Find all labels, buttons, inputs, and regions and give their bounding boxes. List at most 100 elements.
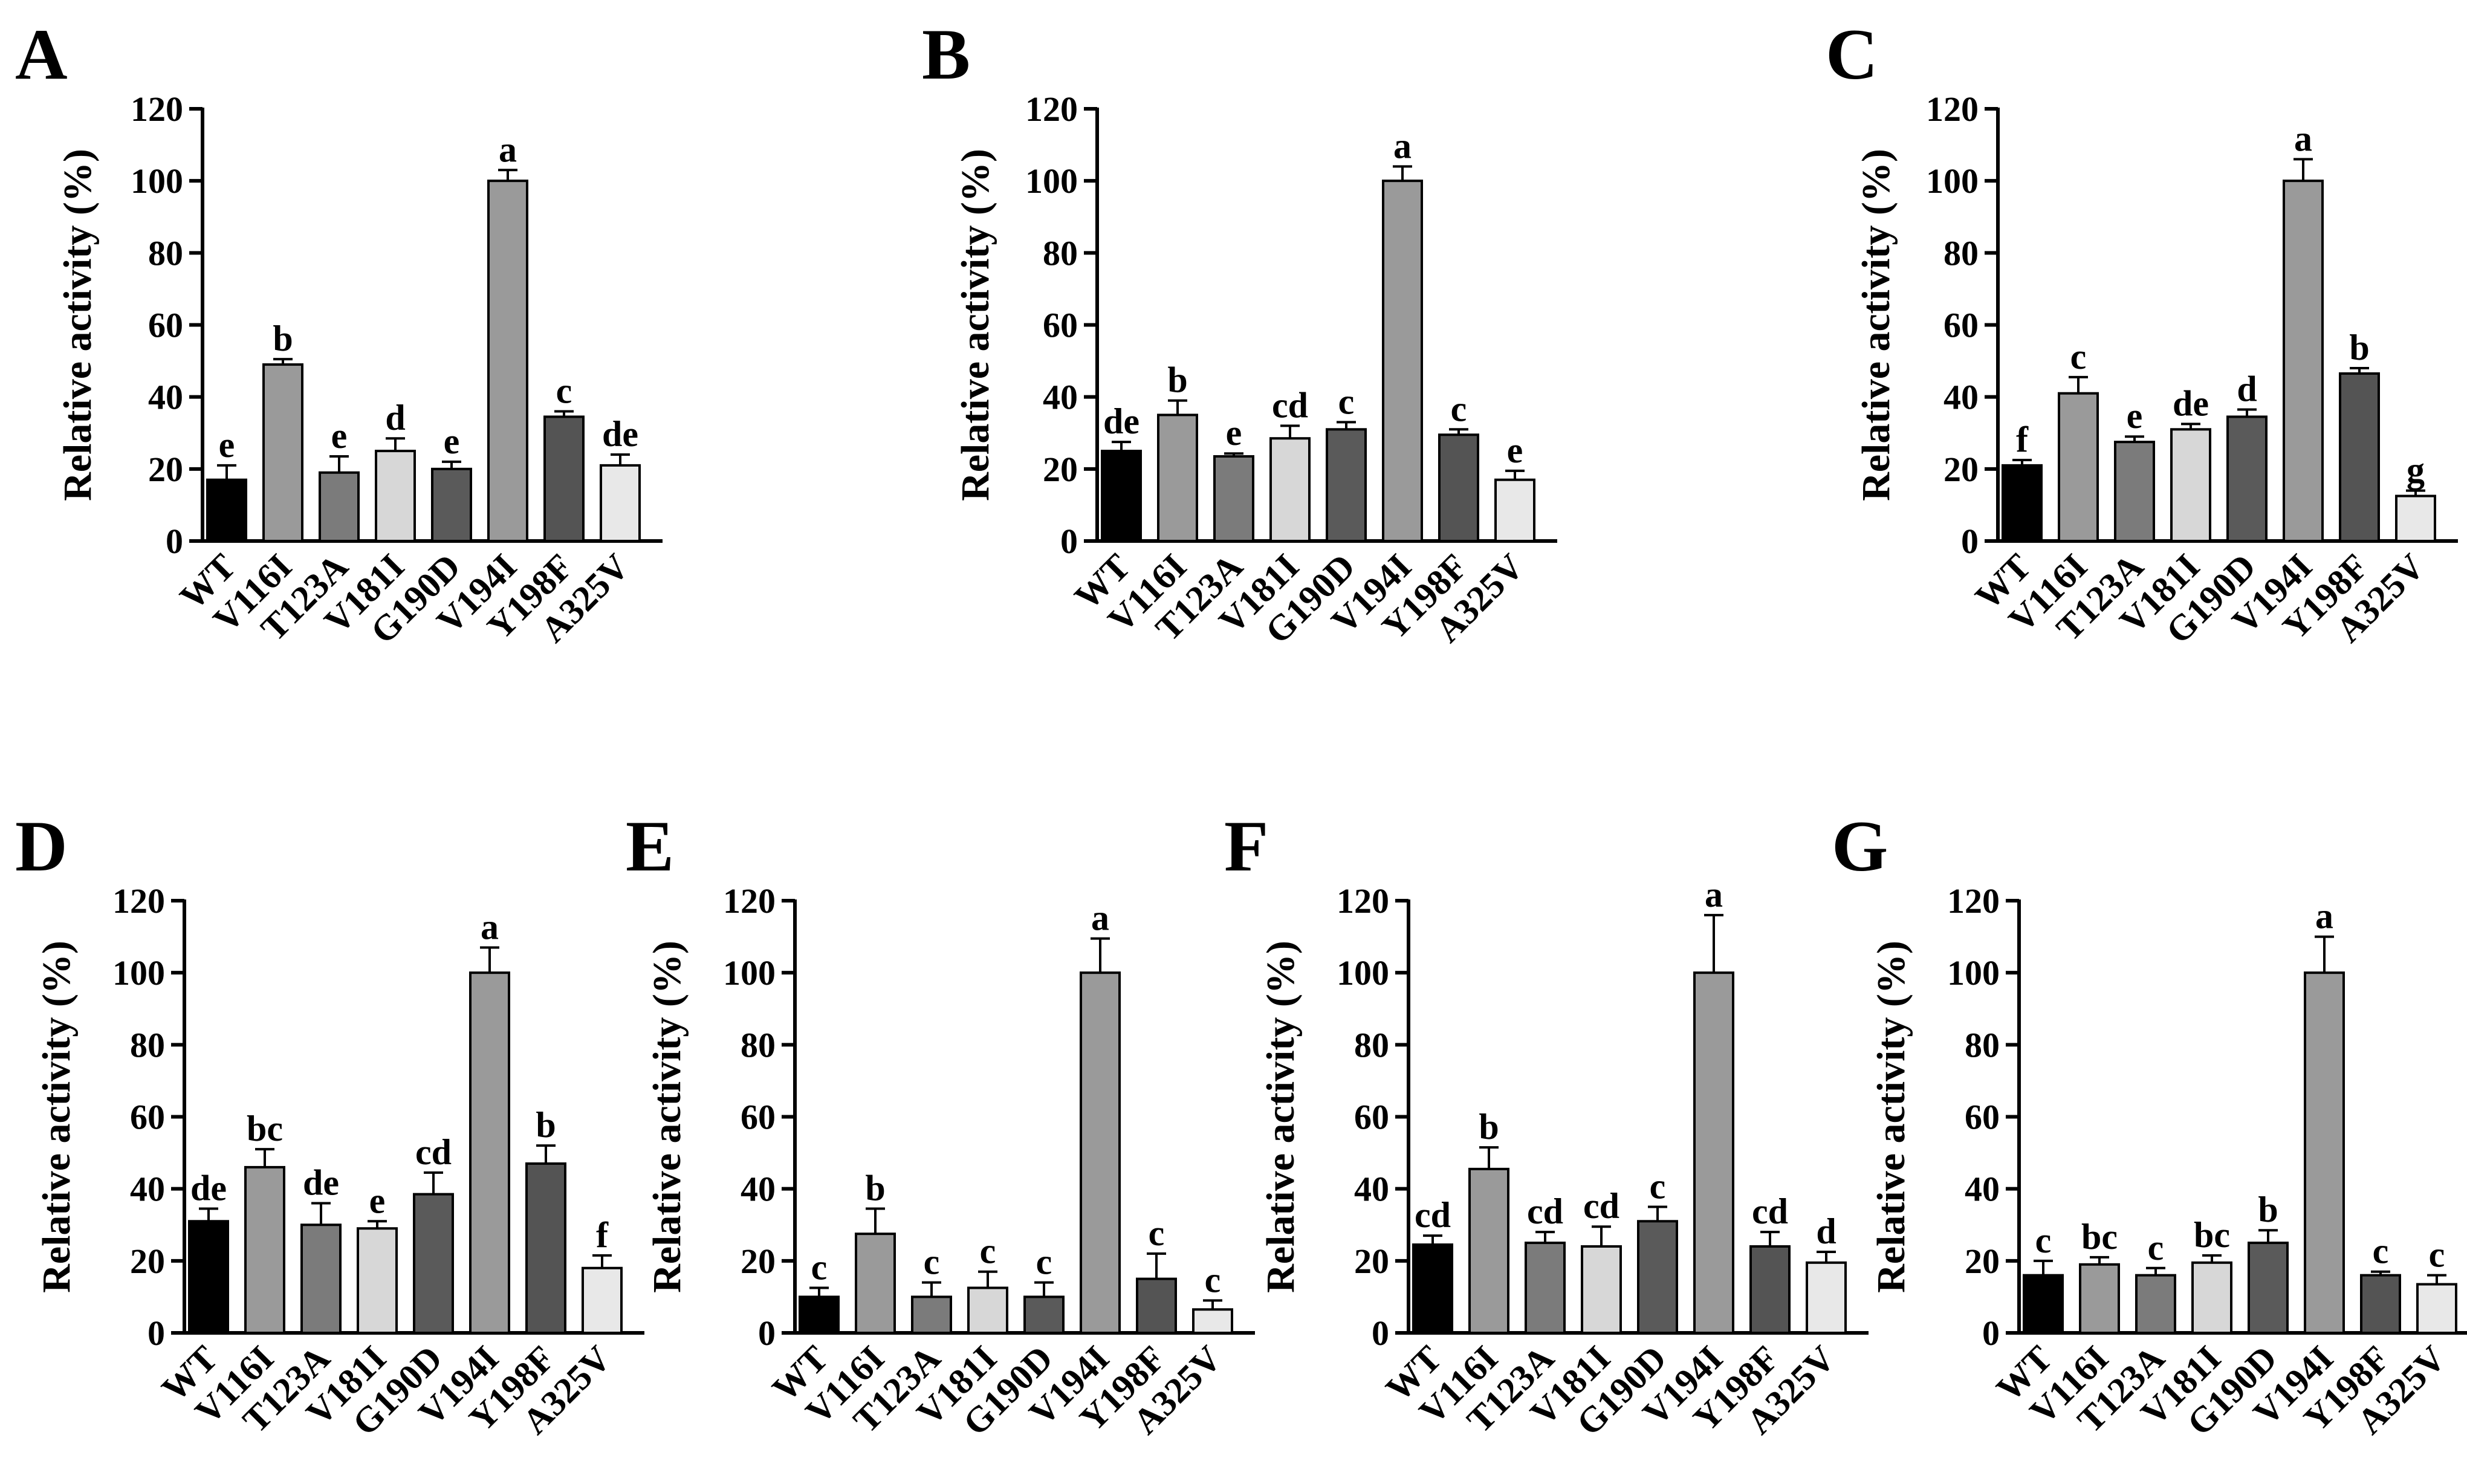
- bar-t123a: [319, 471, 360, 543]
- significance-label: f: [2016, 420, 2029, 459]
- bar-v116i: [2079, 1263, 2120, 1335]
- bar-wt: [799, 1295, 840, 1335]
- y-tick-label: 100: [1947, 953, 2000, 993]
- y-tick-label: 20: [741, 1242, 776, 1281]
- significance-label: c: [1149, 1213, 1165, 1253]
- bar-v181i: [2170, 428, 2211, 543]
- bar-y198f: [543, 415, 585, 542]
- significance-label: d: [2237, 369, 2257, 409]
- bar-v181i: [375, 450, 416, 543]
- y-tick-label: 80: [1043, 233, 1078, 273]
- significance-label: b: [1167, 360, 1187, 400]
- bar-g190d: [2248, 1242, 2289, 1335]
- significance-label: cd: [1272, 385, 1308, 425]
- significance-label: b: [1479, 1107, 1499, 1147]
- bar-t123a: [1213, 455, 1254, 543]
- bar-v116i: [855, 1233, 896, 1335]
- bar-t123a: [1525, 1242, 1566, 1335]
- y-tick-label: 40: [130, 1170, 165, 1209]
- significance-label: c: [2035, 1220, 2052, 1260]
- y-tick-label: 60: [1943, 306, 1979, 345]
- significance-label: g: [2407, 450, 2425, 490]
- significance-label: b: [2258, 1190, 2278, 1230]
- y-tick-label: 120: [1947, 881, 2000, 921]
- y-tick-label: 100: [112, 953, 165, 993]
- significance-label: c: [811, 1248, 828, 1288]
- bar-v116i: [1157, 413, 1198, 542]
- y-tick-label: 80: [1943, 233, 1979, 273]
- y-tick-label: 80: [1354, 1025, 1389, 1064]
- bar-t123a: [2114, 441, 2155, 542]
- y-tick-label: 60: [741, 1098, 776, 1137]
- bar-a325v: [582, 1266, 623, 1334]
- y-tick-label: 100: [1926, 161, 1979, 201]
- significance-label: e: [369, 1181, 386, 1220]
- significance-label: d: [1816, 1211, 1836, 1251]
- bar-y198f: [2360, 1274, 2401, 1335]
- bar-v194i: [487, 180, 528, 542]
- y-tick-label: 0: [166, 522, 183, 561]
- panel-letter: A: [15, 14, 68, 94]
- significance-label: e: [444, 421, 460, 461]
- bar-g190d: [1637, 1220, 1678, 1334]
- bar-wt: [1101, 450, 1142, 543]
- y-tick-label: 80: [741, 1025, 776, 1064]
- significance-label: c: [980, 1231, 996, 1271]
- significance-label: c: [1650, 1166, 1666, 1206]
- panel-letter: D: [15, 806, 68, 886]
- y-tick-label: 120: [112, 881, 165, 921]
- bar-g190d: [1023, 1295, 1065, 1335]
- significance-label: e: [1226, 413, 1242, 453]
- bar-g190d: [1326, 428, 1367, 543]
- y-tick-label: 120: [723, 881, 776, 921]
- significance-label: c: [2373, 1231, 2389, 1271]
- significance-label: f: [596, 1215, 609, 1255]
- y-tick-label: 20: [1965, 1242, 2000, 1281]
- y-tick-label: 0: [1982, 1314, 2000, 1353]
- y-tick-label: 100: [131, 161, 183, 201]
- y-tick-label: 20: [1943, 450, 1979, 489]
- y-tick-label: 0: [148, 1314, 165, 1353]
- y-tick-label: 40: [148, 378, 183, 417]
- bar-a325v: [2416, 1283, 2457, 1334]
- significance-label: de: [303, 1163, 339, 1203]
- bar-y198f: [2339, 372, 2380, 542]
- significance-label: cd: [415, 1132, 452, 1172]
- y-tick-label: 40: [1965, 1170, 2000, 1209]
- y-axis-title: Relative activity (%): [34, 941, 79, 1293]
- significance-label: e: [219, 425, 235, 465]
- significance-label: cd: [1583, 1186, 1619, 1226]
- y-axis-title: Relative activity (%): [1869, 941, 1913, 1293]
- panel-letter: F: [1224, 806, 1268, 886]
- significance-label: cd: [1752, 1191, 1788, 1231]
- significance-label: bc: [247, 1109, 283, 1149]
- significance-label: de: [602, 414, 638, 454]
- y-tick-label: 120: [1926, 89, 1979, 129]
- y-tick-label: 0: [1060, 522, 1078, 561]
- bar-v194i: [1382, 180, 1423, 542]
- bar-wt: [1412, 1243, 1453, 1334]
- bar-y198f: [1438, 433, 1479, 543]
- y-tick-label: 80: [1965, 1025, 2000, 1064]
- significance-label: bc: [2081, 1217, 2118, 1257]
- y-tick-label: 80: [148, 233, 183, 273]
- bar-a325v: [1192, 1308, 1233, 1334]
- significance-label: c: [2148, 1228, 2164, 1268]
- bar-v181i: [967, 1286, 1008, 1334]
- y-tick-label: 20: [148, 450, 183, 489]
- bar-t123a: [300, 1223, 342, 1334]
- bar-v181i: [2191, 1261, 2232, 1334]
- significance-label: a: [2294, 118, 2312, 158]
- y-tick-label: 40: [1943, 378, 1979, 417]
- y-tick-label: 120: [1337, 881, 1389, 921]
- bar-y198f: [1749, 1245, 1791, 1334]
- y-tick-label: 40: [741, 1170, 776, 1209]
- bar-a325v: [1494, 478, 1535, 542]
- bar-v194i: [1693, 971, 1734, 1334]
- bar-t123a: [911, 1295, 952, 1335]
- significance-label: de: [1103, 401, 1139, 441]
